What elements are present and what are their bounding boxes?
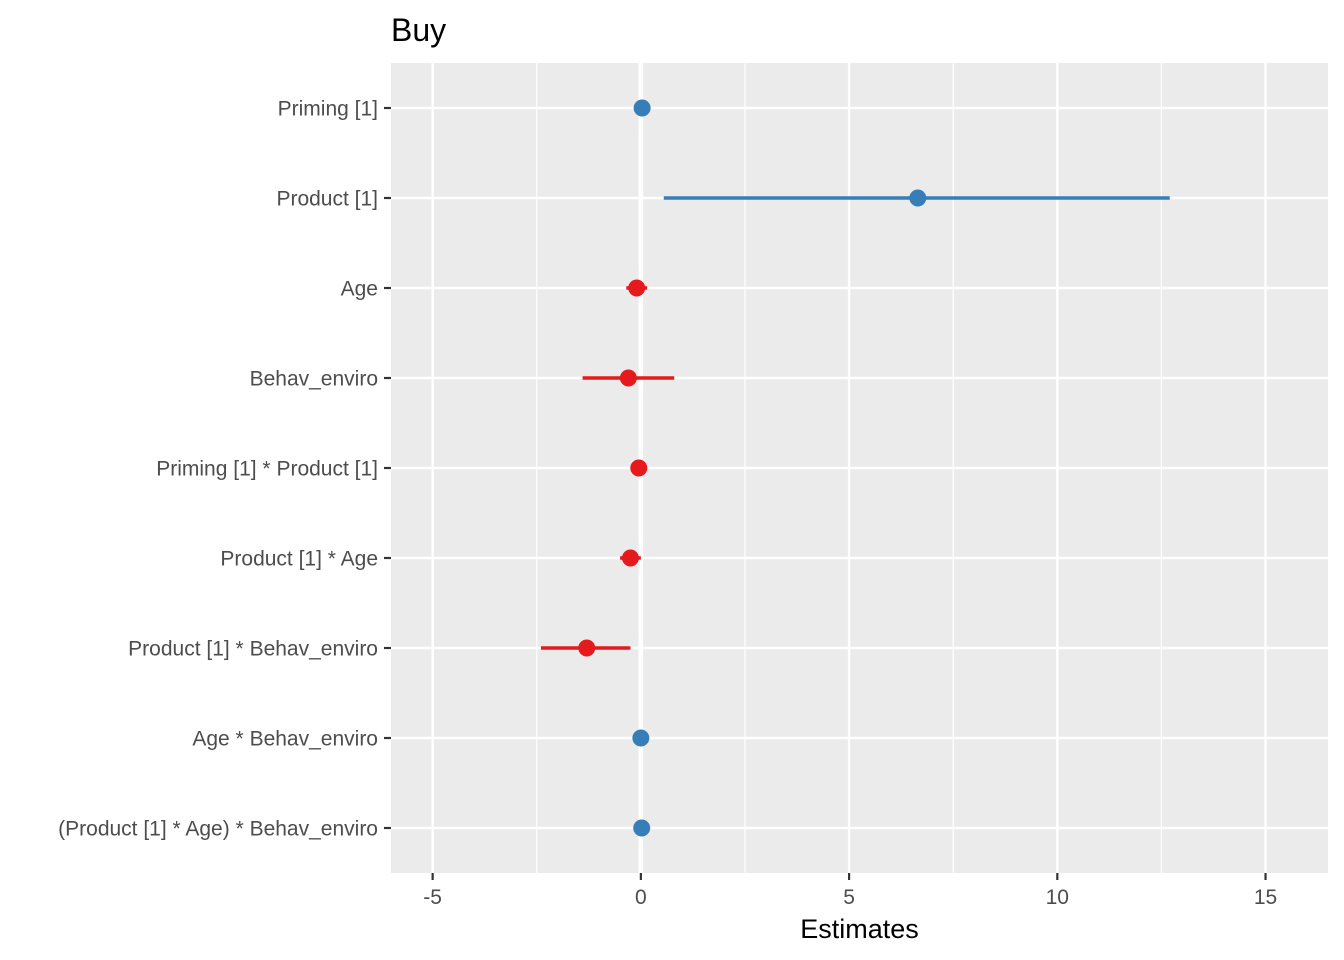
estimate-point-2	[628, 279, 646, 297]
x-tick-label-1: 0	[635, 886, 647, 909]
estimate-point-8	[633, 819, 651, 837]
y-tick-label-3: Behav_enviro	[250, 368, 378, 391]
y-tick-label-0: Priming [1]	[278, 98, 378, 121]
estimate-point-4	[630, 459, 648, 477]
estimate-point-6	[578, 639, 596, 657]
y-tick-label-7: Age * Behav_enviro	[192, 728, 378, 751]
x-tick-label-3: 10	[1046, 886, 1069, 909]
y-tick-label-8: (Product [1] * Age) * Behav_enviro	[58, 818, 378, 841]
x-axis-title: Estimates	[800, 914, 919, 944]
estimate-point-1	[909, 189, 927, 207]
y-tick-label-5: Product [1] * Age	[220, 548, 378, 571]
x-axis: -5 0 5 10 15	[423, 873, 1277, 909]
y-tick-label-1: Product [1]	[276, 188, 378, 211]
estimate-point-3	[619, 369, 637, 387]
chart-title: Buy	[391, 12, 446, 48]
estimate-point-7	[632, 729, 650, 747]
y-tick-label-2: Age	[341, 278, 378, 301]
estimate-marks	[540, 99, 1170, 837]
x-tick-label-0: -5	[423, 886, 442, 909]
x-tick-label-4: 15	[1254, 886, 1277, 909]
y-axis: Priming [1] Product [1] Age Behav_enviro Pri…	[58, 98, 391, 841]
y-tick-label-4: Priming [1] * Product [1]	[156, 458, 378, 481]
estimate-point-5	[621, 549, 639, 567]
x-tick-label-2: 5	[843, 886, 855, 909]
estimate-point-0	[633, 99, 651, 117]
y-tick-label-6: Product [1] * Behav_enviro	[128, 638, 378, 661]
